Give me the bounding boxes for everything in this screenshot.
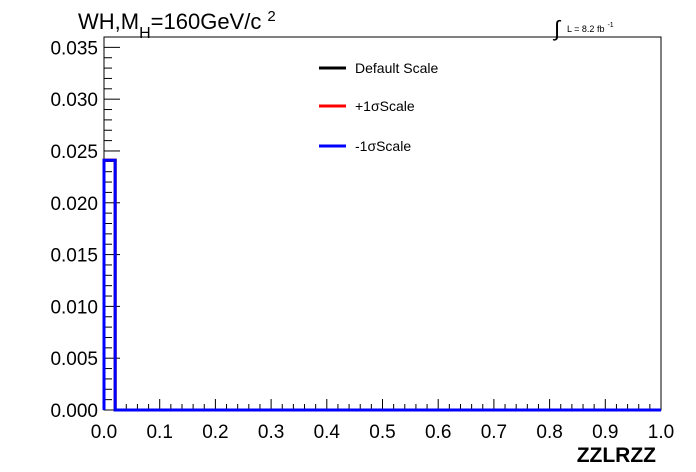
luminosity-integral-symbol: ∫	[552, 16, 562, 41]
chart-title: WH,MH=160GeV/c 2	[78, 8, 276, 42]
y-tick-label: 0.025	[50, 142, 98, 163]
x-axis: 0.0 0.1 0.2 0.3 0.4 0.5 0.6 0.7 0.8 0.9 1.0	[91, 399, 674, 443]
x-axis-title: ZZLRZZ	[577, 444, 656, 467]
plot-frame	[103, 36, 662, 411]
x-tick-label: 0.3	[258, 422, 284, 443]
x-tick-label: 0.0	[91, 422, 117, 443]
series-line-1	[102, 158, 661, 412]
y-tick-label: 0.005	[50, 349, 98, 370]
luminosity-label: L = 8.2 fb -1	[567, 22, 614, 34]
legend-label-minus: -1σScale	[355, 138, 411, 154]
series-line-2	[102, 158, 661, 412]
series-line-0	[102, 158, 661, 412]
x-tick-label: 0.4	[314, 422, 341, 443]
legend-label-default: Default Scale	[355, 60, 438, 76]
x-tick-label: 0.7	[481, 422, 507, 443]
x-tick-label: 1.0	[648, 422, 674, 443]
y-tick-label: 0.035	[50, 38, 98, 59]
y-tick-label: 0.030	[50, 90, 98, 111]
y-tick-label: 0.000	[50, 401, 98, 422]
y-axis: 0.000 0.005 0.010 0.015 0.020 0.025 0.030 0.035	[50, 38, 120, 422]
histogram-series	[102, 158, 661, 412]
y-tick-label: 0.010	[50, 297, 98, 318]
y-tick-label: 0.020	[50, 194, 98, 215]
y-tick-label: 0.015	[50, 246, 98, 267]
x-tick-label: 0.5	[369, 422, 395, 443]
x-tick-label: 0.2	[202, 422, 228, 443]
x-tick-label: 0.9	[592, 422, 618, 443]
x-tick-label: 0.1	[146, 422, 172, 443]
legend-label-plus: +1σScale	[355, 98, 415, 114]
x-tick-label: 0.6	[425, 422, 451, 443]
legend: Default Scale +1σScale -1σScale	[319, 60, 438, 154]
x-tick-label: 0.8	[536, 422, 562, 443]
